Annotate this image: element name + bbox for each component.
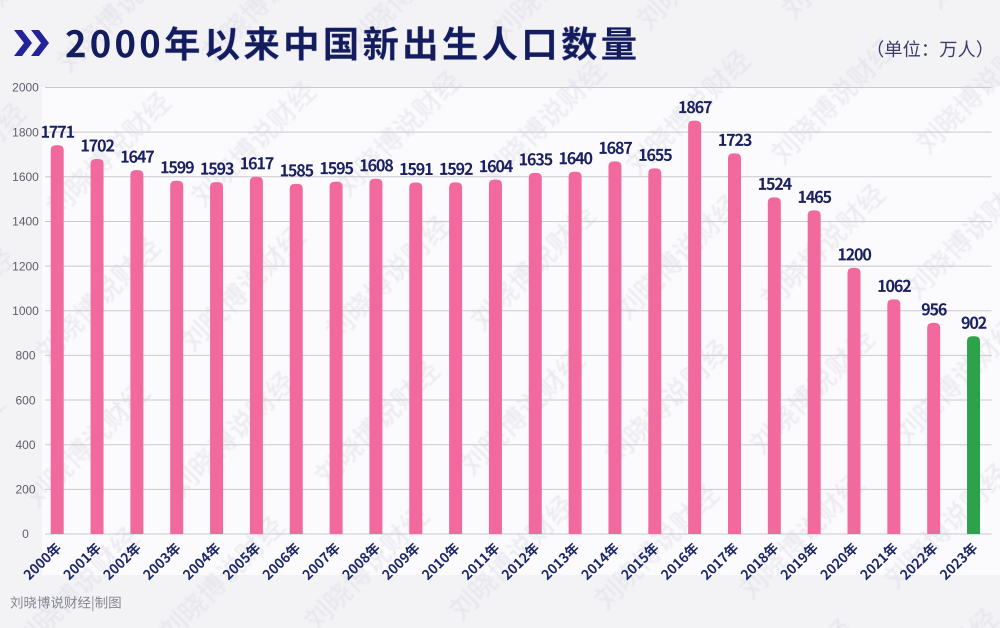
svg-text:0: 0 bbox=[22, 527, 29, 541]
svg-text:1800: 1800 bbox=[12, 125, 39, 139]
svg-text:600: 600 bbox=[15, 393, 35, 407]
svg-text:1400: 1400 bbox=[12, 215, 39, 229]
svg-text:1600: 1600 bbox=[12, 170, 39, 184]
svg-text:1000: 1000 bbox=[12, 304, 39, 318]
svg-text:800: 800 bbox=[15, 349, 35, 363]
svg-text:400: 400 bbox=[15, 438, 35, 452]
svg-text:200: 200 bbox=[15, 483, 35, 497]
svg-text:1200: 1200 bbox=[12, 259, 39, 273]
svg-text:2000: 2000 bbox=[12, 81, 39, 95]
